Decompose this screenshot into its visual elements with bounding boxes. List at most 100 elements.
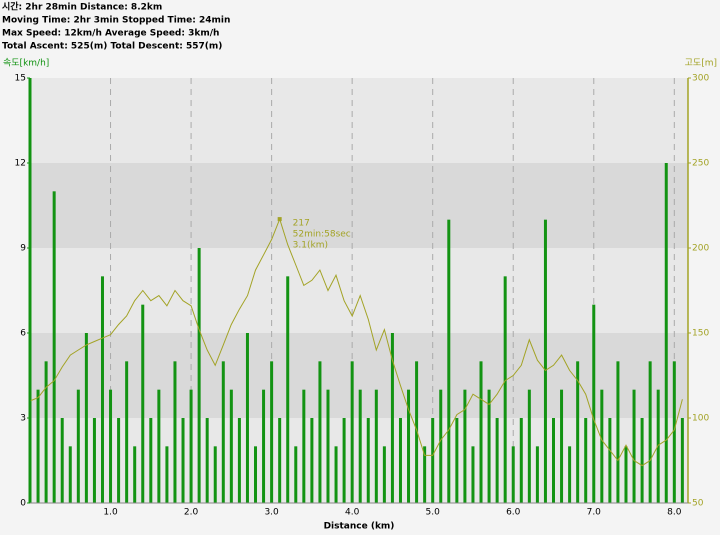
y-tick-label: 3 [20, 414, 26, 424]
speed-bar [117, 418, 121, 503]
x-tick-label: 6.0 [506, 508, 521, 518]
speed-bar [503, 276, 507, 503]
speed-bar [560, 389, 564, 503]
speed-bar [173, 361, 177, 503]
grid-band [30, 163, 688, 248]
speed-bar [334, 446, 338, 503]
speed-bar [600, 389, 604, 503]
y2-tick-label: 250 [692, 159, 709, 169]
grid-band [30, 78, 688, 163]
speed-bar [495, 418, 499, 503]
y-tick-label: 12 [15, 159, 26, 169]
speed-bar [552, 418, 556, 503]
speed-bar [157, 389, 161, 503]
grid-band [30, 248, 688, 333]
info-line: Total Ascent: 525(m) Total Descent: 557(… [2, 42, 222, 52]
speed-bar [624, 446, 628, 503]
speed-bar [592, 304, 596, 503]
y-tick-label: 9 [20, 244, 26, 254]
annotation-text: 217 [293, 219, 310, 229]
speed-bar [398, 418, 402, 503]
speed-bar [302, 389, 306, 503]
speed-bar [664, 163, 668, 503]
annotation-marker [277, 217, 282, 222]
speed-bar [680, 418, 684, 503]
info-line: Moving Time: 2hr 3min Stopped Time: 24mi… [2, 16, 230, 26]
speed-bar [278, 418, 282, 503]
y-axis-label: 속도[km/h] [3, 58, 49, 69]
speed-bar [262, 389, 266, 503]
speed-bar [568, 446, 572, 503]
speed-bar [133, 446, 137, 503]
speed-bar [100, 276, 104, 503]
info-line: Max Speed: 12km/h Average Speed: 3km/h [2, 29, 219, 39]
speed-bar [431, 418, 435, 503]
speed-bar [447, 219, 451, 503]
speed-bar [92, 418, 96, 503]
speed-bar [326, 389, 330, 503]
speed-bar [68, 446, 72, 503]
y2-tick-label: 50 [692, 499, 704, 509]
speed-bar [407, 389, 411, 503]
y2-tick-label: 200 [692, 244, 709, 254]
speed-bar [254, 446, 258, 503]
y2-tick-label: 300 [692, 74, 709, 84]
speed-bar [237, 418, 241, 503]
y-tick-label: 6 [20, 329, 26, 339]
speed-bar [350, 361, 354, 503]
y2-tick-label: 150 [692, 329, 709, 339]
speed-bar [576, 361, 580, 503]
speed-bar [672, 361, 676, 503]
x-tick-label: 3.0 [264, 508, 279, 518]
x-tick-label: 7.0 [587, 508, 602, 518]
x-tick-label: 5.0 [426, 508, 441, 518]
speed-bar [479, 361, 483, 503]
speed-bar [527, 389, 531, 503]
speed-bar [366, 418, 370, 503]
speed-bar [648, 361, 652, 503]
speed-bar [76, 389, 80, 503]
speed-bar [535, 446, 539, 503]
speed-bar [640, 418, 644, 503]
speed-bar [149, 418, 153, 503]
speed-bar [342, 418, 346, 503]
speed-bar [270, 361, 274, 503]
speed-bar [44, 361, 48, 503]
speed-bar [487, 389, 491, 503]
speed-bar [205, 418, 209, 503]
info-line: 시간: 2hr 28min Distance: 8.2km [2, 1, 162, 13]
speed-bar [84, 333, 88, 503]
speed-bar [213, 446, 217, 503]
y2-axis-label: 고도[m] [685, 59, 717, 69]
speed-bar [471, 446, 475, 503]
speed-bar [632, 389, 636, 503]
speed-bar [390, 333, 394, 503]
y-tick-label: 0 [20, 499, 26, 509]
speed-bar [382, 446, 386, 503]
x-tick-label: 1.0 [103, 508, 118, 518]
y-tick-label: 15 [15, 74, 26, 84]
speed-bar [141, 304, 145, 503]
speed-bar [221, 361, 225, 503]
speed-bar [318, 361, 322, 503]
speed-bar [415, 361, 419, 503]
speed-bar [109, 389, 113, 503]
speed-bar [423, 446, 427, 503]
speed-bar [189, 389, 193, 503]
speed-bar [310, 418, 314, 503]
x-axis-label: Distance (km) [324, 522, 395, 532]
speed-bar [584, 418, 588, 503]
speed-bar [608, 418, 612, 503]
speed-bar [374, 389, 378, 503]
annotation-text: 3.1(km) [293, 241, 328, 251]
speed-bar [439, 389, 443, 503]
speed-bar [125, 361, 129, 503]
speed-bar [455, 418, 459, 503]
speed-bar [197, 248, 201, 503]
x-tick-label: 2.0 [184, 508, 199, 518]
annotation-text: 52min:58sec [293, 230, 351, 240]
speed-bar [294, 446, 298, 503]
speed-bar [358, 389, 362, 503]
speed-bar [616, 361, 620, 503]
